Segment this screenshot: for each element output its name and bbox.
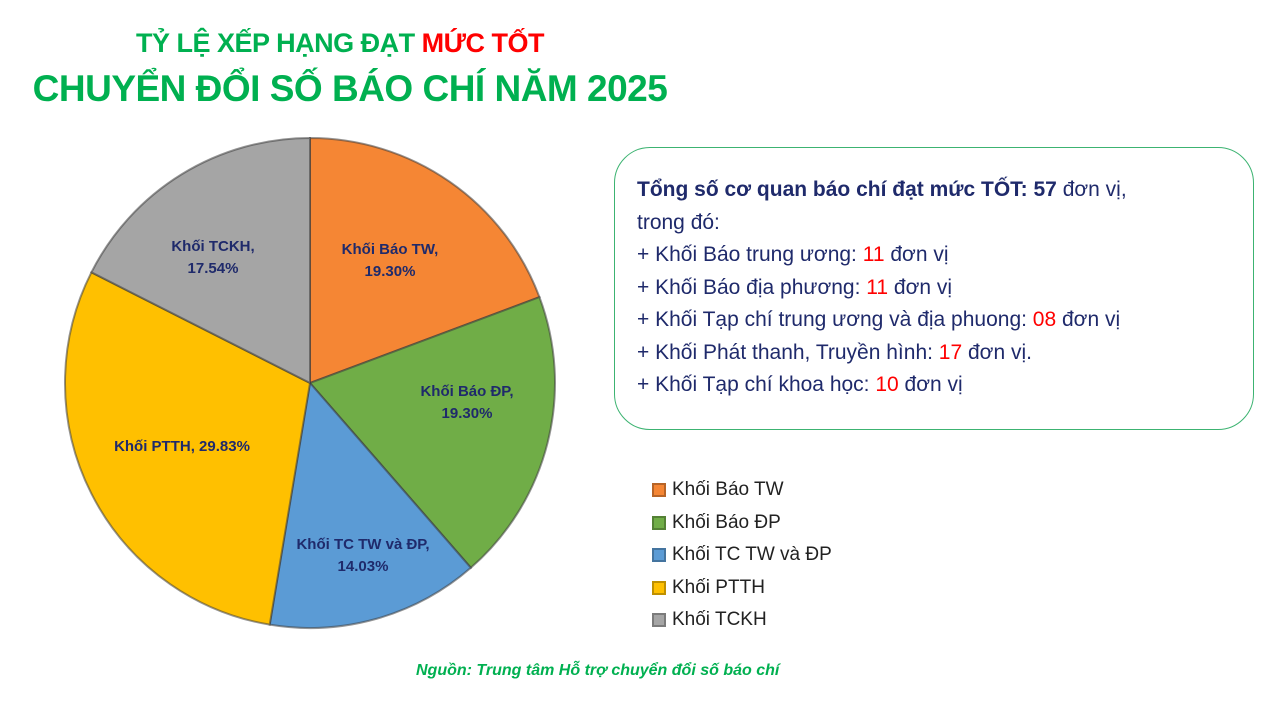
legend-item-ptth: Khối PTTH (652, 572, 832, 605)
pie-slice (309, 136, 541, 385)
total-value: 57 (1033, 178, 1057, 201)
summary-item: + Khối Báo địa phương: 11 đơn vị (637, 272, 1233, 305)
legend-label: Khối Báo ĐP (672, 511, 781, 533)
item-label: + Khối Báo địa phương: (637, 275, 867, 299)
legend-item-tckh: Khối TCKH (652, 604, 832, 637)
slice-label-value: 14.03% (337, 558, 389, 575)
title-prefix: TỶ LỆ XẾP HẠNG ĐẠT (136, 28, 422, 58)
slice-label-value: 19.30% (441, 405, 493, 422)
legend-swatch-icon (652, 515, 666, 530)
summary-box: Tổng số cơ quan báo chí đạt mức TỐT: 57 … (614, 147, 1254, 430)
item-value: 08 (1032, 308, 1057, 331)
summary-intro: trong đó: (637, 210, 720, 234)
item-label: + Khối Tạp chí khoa học: (637, 373, 876, 396)
pie-slice (90, 136, 311, 385)
slice-label-name: Khối TC TW và ĐP, (296, 536, 430, 553)
item-unit: đơn vị (1056, 308, 1121, 331)
legend-swatch-icon (652, 580, 666, 595)
item-value: 11 (866, 275, 889, 299)
slice-label-value: 19.30% (364, 263, 416, 280)
pie-slice (308, 295, 556, 570)
chart-legend: Khối Báo TW Khối Báo ĐP Khối TC TW và ĐP… (652, 474, 832, 637)
slice-label-value: 17.54% (187, 260, 239, 277)
legend-swatch-icon (652, 483, 666, 498)
legend-label: Khối TC TW và ĐP (672, 544, 832, 566)
legend-swatch-icon (652, 548, 666, 563)
slice-label-bao-dp: Khối Báo ĐP, 19.30% (420, 381, 513, 425)
total-unit: đơn vị, (1056, 178, 1127, 201)
slice-label-name: Khối Báo TW, (341, 241, 439, 258)
pie-slice (63, 270, 312, 626)
item-label: + Khối Báo trung ương: (637, 243, 863, 266)
item-unit: đơn vị (898, 373, 963, 396)
summary-item: + Khối Tạp chí khoa học: 10 đơn vị (637, 369, 1233, 402)
total-label: Tổng số cơ quan báo chí đạt mức TỐT: (637, 178, 1028, 201)
slice-label-tckh: Khối TCKH, 17.54% (171, 236, 254, 280)
legend-swatch-icon (652, 613, 666, 628)
legend-label: Khối Báo TW (672, 479, 784, 501)
slice-label-name: Khối Báo ĐP, (420, 383, 514, 400)
summary-item: + Khối Phát thanh, Truyền hình: 17 đơn v… (637, 337, 1233, 370)
legend-item-bao-tw: Khối Báo TW (652, 474, 832, 507)
slice-label-bao-tw: Khối Báo TW, 19.30% (342, 239, 439, 283)
title-highlight: MỨC TỐT (421, 28, 545, 58)
item-value: 17 (938, 340, 963, 364)
summary-item: + Khối Tạp chí trung ương và địa phuong:… (637, 304, 1233, 337)
slice-label-name: Khối TCKH, (171, 238, 255, 255)
pie-svg (63, 136, 556, 629)
legend-label: Khối PTTH (672, 576, 765, 598)
chart-title-line1: TỶ LỆ XẾP HẠNG ĐẠT MỨC TỐT (0, 28, 680, 59)
legend-item-tc-tw-dp: Khối TC TW và ĐP (652, 539, 832, 572)
item-unit: đơn vị (888, 275, 953, 299)
summary-item: + Khối Báo trung ương: 11 đơn vị (637, 239, 1233, 272)
item-unit: đơn vị (884, 243, 949, 266)
item-value: 10 (875, 373, 899, 396)
summary-total-line: Tổng số cơ quan báo chí đạt mức TỐT: 57 … (637, 174, 1233, 207)
item-label: + Khối Phát thanh, Truyền hình: (637, 340, 939, 364)
source-note: Nguồn: Trung tâm Hỗ trợ chuyển đổi số bá… (416, 662, 780, 679)
item-label: + Khối Tạp chí trung ương và địa phuong: (637, 308, 1033, 331)
slice-label-tc-tw-dp: Khối TC TW và ĐP, 14.03% (296, 534, 429, 578)
pie-slice (268, 380, 473, 629)
pie-chart: Khối Báo TW, 19.30% Khối Báo ĐP, 19.30% Kh… (0, 0, 600, 660)
legend-item-bao-dp: Khối Báo ĐP (652, 507, 832, 540)
slice-label-ptth: Khối PTTH, 29.83% (114, 436, 250, 458)
legend-label: Khối TCKH (672, 609, 767, 631)
slice-label-name: Khối PTTH, 29.83% (114, 438, 250, 455)
item-unit: đơn vị. (962, 340, 1032, 364)
chart-title-line2: CHUYỂN ĐỔI SỐ BÁO CHÍ NĂM 2025 (32, 68, 668, 109)
item-value: 11 (862, 243, 885, 266)
